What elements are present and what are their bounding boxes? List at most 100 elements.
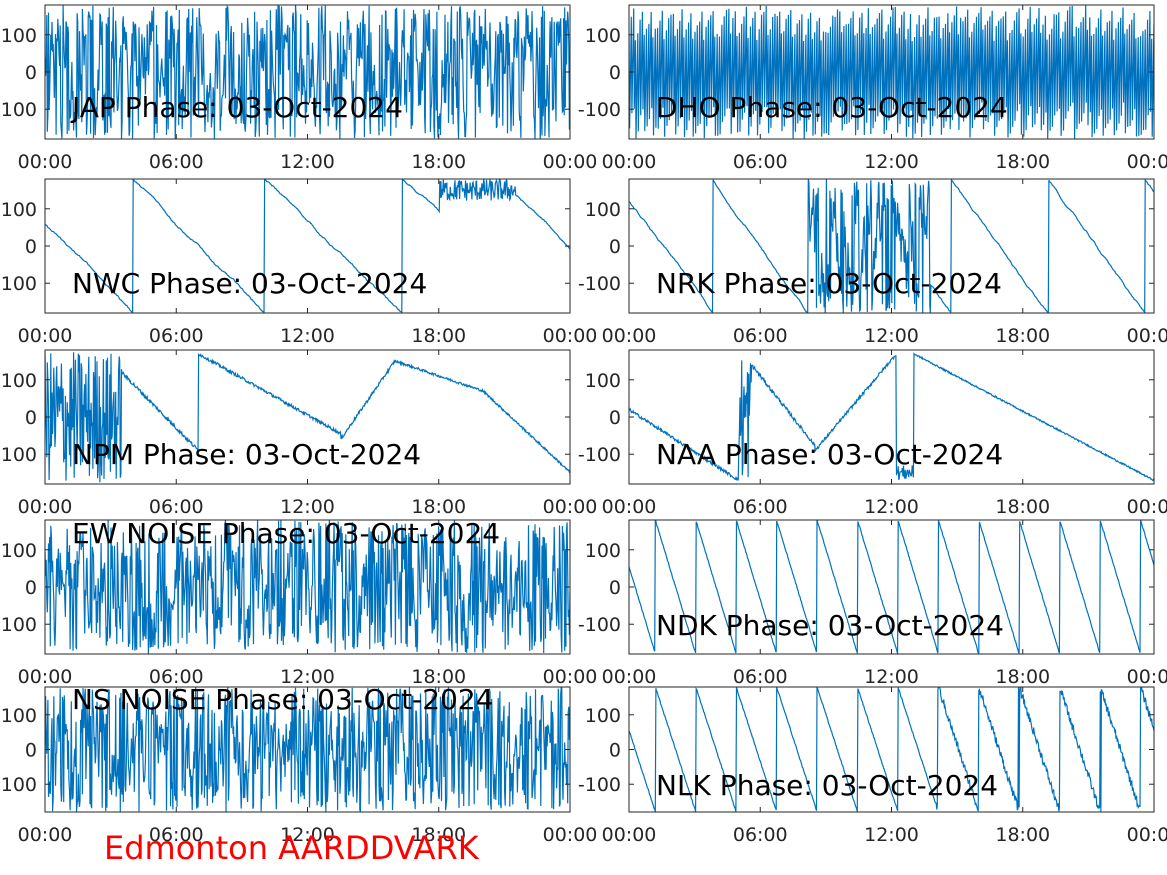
phase-panel-2: 100 0 -100 00:00 06:00 12:00 18:00 00:00 DHO Pha… [578,4,1167,173]
y-tick-label: 0 [609,236,621,258]
phase-trace-4 [629,179,1154,313]
y-tick-label: -100 [0,444,37,466]
x-tick-label: 00:00 [1127,666,1167,688]
y-tick-label: 100 [1,25,37,47]
x-tick-label: 00:00 [543,325,598,347]
x-tick-label: 00:00 [602,824,657,846]
x-tick-label: 00:00 [602,496,657,518]
y-tick-label: 0 [25,62,37,84]
phase-trace-1 [45,5,570,139]
y-tick-label: 100 [585,705,621,727]
x-tick-label: 12:00 [280,824,335,846]
x-tick-label: 12:00 [864,496,919,518]
phase-panel-6: 100 0 -100 00:00 06:00 12:00 18:00 00:00 NAA Pha… [578,349,1167,518]
y-tick-label: -100 [0,273,37,295]
y-tick-label: 0 [25,407,37,429]
x-tick-label: 12:00 [280,151,335,173]
station-label: Edmonton AARDDVARK [104,829,479,867]
y-tick-label: 100 [585,25,621,47]
x-tick-label: 18:00 [411,824,466,846]
x-tick-label: 12:00 [280,496,335,518]
x-tick-label: 00:00 [602,325,657,347]
phase-panel-9: 100 0 -100 00:00 06:00 12:00 18:00 00:00 NS NOIS… [0,683,597,846]
x-tick-label: 06:00 [149,151,204,173]
x-tick-label: 06:00 [733,496,788,518]
x-tick-label: 00:00 [1127,496,1167,518]
phase-panel-3: 100 0 -100 00:00 06:00 12:00 18:00 00:00 NWC Pha… [0,178,598,347]
phase-trace-2 [629,5,1154,139]
x-tick-label: 06:00 [149,325,204,347]
y-tick-label: 100 [1,370,37,392]
panel-title: NDK Phase: 03-Oct-2024 [656,609,1004,642]
panel-title: EW NOISE Phase: 03-Oct-2024 [72,517,500,550]
x-tick-label: 12:00 [280,666,335,688]
y-tick-label: 0 [609,577,621,599]
x-tick-label: 06:00 [149,824,204,846]
x-tick-label: 00:00 [602,151,657,173]
phase-panel-10: 100 0 -100 00:00 06:00 12:00 18:00 00:00 NLK Pha… [578,686,1167,846]
panel-title: DHO Phase: 03-Oct-2024 [656,91,1008,124]
phase-trace-7 [45,520,570,654]
x-tick-label: 00:00 [543,496,598,518]
panel-title: NPM Phase: 03-Oct-2024 [72,438,421,471]
phase-trace-10 [629,687,1154,812]
x-tick-label: 00:00 [18,496,73,518]
x-tick-label: 18:00 [995,325,1050,347]
phase-panel-4: 100 0 -100 00:00 06:00 12:00 18:00 00:00 NRK Pha… [578,178,1167,347]
x-tick-label: 12:00 [864,824,919,846]
x-tick-label: 06:00 [733,824,788,846]
y-tick-label: 0 [609,62,621,84]
phase-trace-6 [629,351,1154,482]
x-tick-label: 06:00 [733,325,788,347]
x-tick-label: 18:00 [411,666,466,688]
panel-title: NRK Phase: 03-Oct-2024 [656,267,1002,300]
x-tick-label: 18:00 [995,151,1050,173]
y-tick-label: -100 [578,273,621,295]
x-tick-label: 00:00 [18,151,73,173]
phase-trace-8 [629,520,1154,654]
x-tick-label: 12:00 [864,151,919,173]
x-tick-label: 00:00 [1127,824,1167,846]
y-tick-label: -100 [578,99,621,121]
x-tick-label: 18:00 [995,824,1050,846]
y-tick-label: -100 [578,614,621,636]
x-tick-label: 12:00 [864,666,919,688]
x-tick-label: 18:00 [411,325,466,347]
x-tick-label: 00:00 [18,666,73,688]
x-tick-label: 06:00 [149,666,204,688]
phase-panel-5: 100 0 -100 00:00 06:00 12:00 18:00 00:00 NPM Pha… [0,349,598,518]
y-tick-label: 100 [585,199,621,221]
x-tick-label: 18:00 [411,151,466,173]
x-tick-label: 00:00 [602,666,657,688]
y-tick-label: -100 [578,774,621,796]
phase-trace-5 [45,352,570,483]
phase-trace-9 [45,687,570,812]
x-tick-label: 00:00 [1127,325,1167,347]
y-tick-label: 100 [1,199,37,221]
panel-title: NWC Phase: 03-Oct-2024 [72,267,427,300]
y-tick-label: 100 [1,540,37,562]
panel-title: NAA Phase: 03-Oct-2024 [656,438,1003,471]
phase-panel-8: 100 0 -100 00:00 06:00 12:00 18:00 00:00 NDK Pha… [578,519,1167,688]
y-tick-label: 100 [585,370,621,392]
y-tick-label: -100 [0,774,37,796]
panel-title: NS NOISE Phase: 03-Oct-2024 [72,683,493,716]
x-tick-label: 00:00 [18,824,73,846]
x-tick-label: 00:00 [543,151,598,173]
y-tick-label: 100 [1,705,37,727]
phase-panel-1: 100 0 -100 00:00 06:00 12:00 18:00 00:00 JAP Pha… [0,4,598,173]
y-tick-label: 0 [25,740,37,762]
y-tick-label: 0 [609,740,621,762]
x-tick-label: 06:00 [733,151,788,173]
y-tick-label: 0 [25,577,37,599]
phase-panel-7: 100 0 -100 00:00 06:00 12:00 18:00 00:00 EW NOIS… [0,517,597,688]
y-tick-label: 0 [609,407,621,429]
x-tick-label: 18:00 [995,666,1050,688]
x-tick-label: 00:00 [1127,151,1167,173]
x-tick-label: 00:00 [543,824,598,846]
x-tick-label: 12:00 [280,325,335,347]
y-tick-label: -100 [0,614,37,636]
x-tick-label: 18:00 [995,496,1050,518]
y-tick-label: 0 [25,236,37,258]
y-tick-label: -100 [578,444,621,466]
